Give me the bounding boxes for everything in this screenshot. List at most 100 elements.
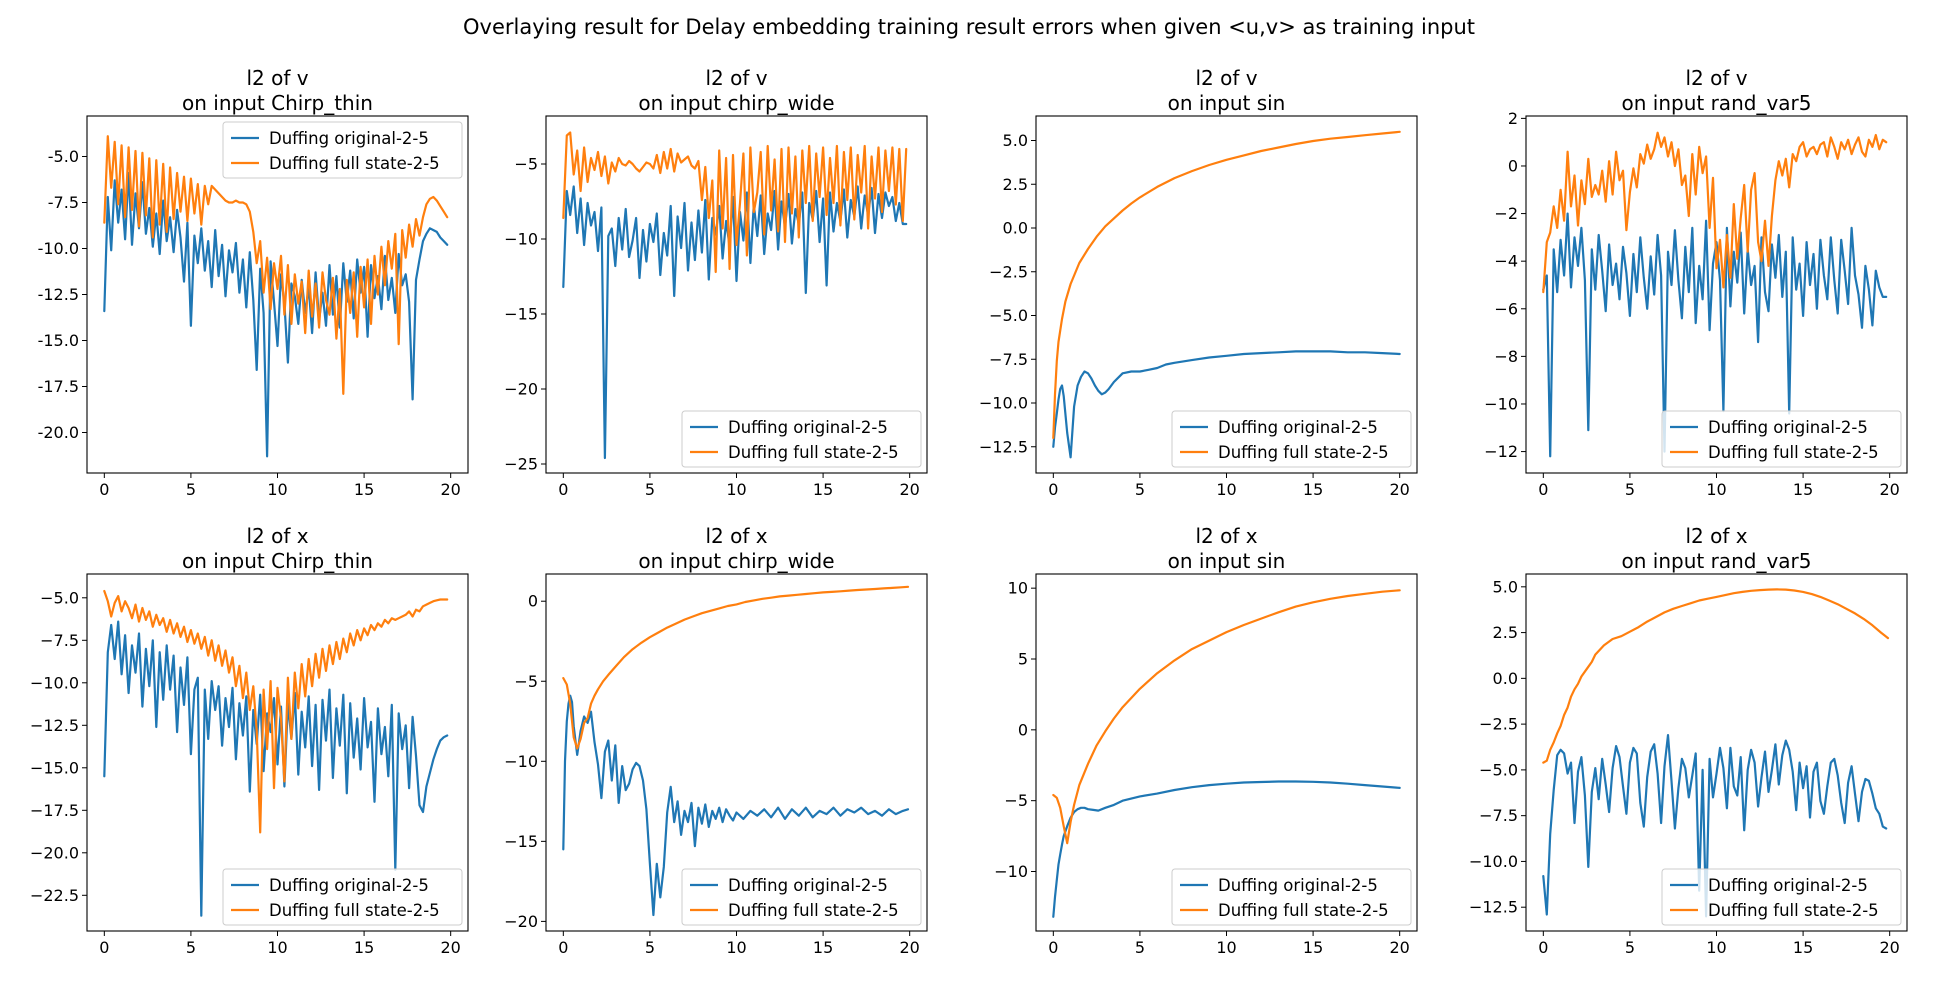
series-line: [1542, 733, 1888, 918]
x-tick-label: 15: [813, 938, 833, 957]
x-tick-label: 20: [441, 480, 461, 499]
x-tick-label: 20: [1880, 480, 1900, 499]
y-tick-label: −10: [504, 230, 538, 249]
y-tick-label: −12.5: [30, 716, 79, 735]
x-tick-label: 10: [726, 938, 746, 957]
subplot-title-line: l2 of x: [705, 524, 767, 548]
y-tick-label: −15.0: [30, 758, 79, 777]
y-tick-label: −2.5: [989, 262, 1028, 281]
y-tick-label: −25: [504, 455, 538, 474]
legend-label: Duffing full state-2-5: [269, 154, 440, 173]
legend-label: Duffing original-2-5: [728, 876, 888, 895]
x-tick-label: 15: [1793, 938, 1813, 957]
y-tick-label: −20.0: [30, 843, 79, 862]
legend-box: [1171, 410, 1412, 468]
x-tick-label: 5: [1135, 938, 1145, 957]
legend-label: Duffing full state-2-5: [269, 901, 440, 920]
figure-suptitle: Overlaying result for Delay embedding tr…: [463, 15, 1475, 39]
series-line: [562, 585, 910, 750]
subplot-lines: [562, 131, 908, 460]
x-tick-label: 15: [1303, 480, 1323, 499]
y-tick-label: 0: [1508, 156, 1518, 175]
series-line: [1052, 589, 1401, 845]
y-tick-label: −7.5: [40, 631, 79, 650]
x-tick-label: 10: [1216, 480, 1236, 499]
legend-box: [1661, 868, 1902, 926]
subplot-title-line: l2 of x: [1195, 524, 1257, 548]
legend: Duffing original-2-5 Duffing full state-2…: [1171, 410, 1412, 468]
subplot-lines: [1052, 589, 1401, 918]
series-line: [1052, 130, 1401, 440]
x-tick-label: 5: [186, 938, 196, 957]
legend-label: Duffing original-2-5: [269, 876, 429, 895]
subplot-lines: [1052, 130, 1401, 459]
series-line: [562, 185, 908, 460]
y-tick-label: 0: [1018, 720, 1028, 739]
subplot-6: l2 of xon input chirp_wide 0 5 10 15 20 −20 −15…: [504, 524, 928, 957]
legend: Duffing original-2-5 Duffing full state-2…: [1661, 410, 1902, 468]
y-tick-label: -7.5: [48, 193, 79, 212]
legend: Duffing original-2-5 Duffing full state-2…: [1171, 868, 1412, 926]
subplot-7: l2 of xon input sin 0 5 10 15 20 −10 −5 0 5 10 Duff…: [994, 524, 1418, 957]
subplot-title-line: on input chirp_wide: [638, 549, 834, 573]
x-tick-label: 15: [1303, 938, 1323, 957]
x-tick-label: 0: [99, 480, 109, 499]
y-tick-label: −4: [1494, 252, 1518, 271]
legend-box: [1661, 410, 1902, 468]
y-tick-label: −10: [504, 752, 538, 771]
series-line: [1052, 780, 1401, 918]
legend-label: Duffing full state-2-5: [1218, 443, 1389, 462]
y-tick-label: −5: [1004, 791, 1028, 810]
y-tick-label: −5.0: [40, 588, 79, 607]
x-tick-label: 10: [1706, 938, 1726, 957]
subplot-title-line: l2 of x: [246, 524, 308, 548]
y-tick-label: −7.5: [1479, 806, 1518, 825]
legend-label: Duffing original-2-5: [728, 418, 888, 437]
y-tick-label: −5.0: [989, 306, 1028, 325]
x-tick-label: 20: [1390, 480, 1410, 499]
subplot-title-line: l2 of x: [1685, 524, 1747, 548]
y-tick-label: 5: [1018, 650, 1028, 669]
x-tick-label: 0: [1538, 480, 1548, 499]
x-tick-label: 20: [1390, 938, 1410, 957]
x-tick-label: 0: [558, 938, 568, 957]
y-tick-label: −7.5: [989, 350, 1028, 369]
y-tick-label: -12.5: [38, 285, 79, 304]
x-tick-label: 5: [186, 480, 196, 499]
y-tick-label: −20: [504, 912, 538, 931]
x-tick-label: 0: [1048, 938, 1058, 957]
series-line: [103, 589, 449, 834]
series-line: [103, 135, 449, 395]
y-tick-label: 2.5: [1003, 175, 1028, 194]
y-tick-label: 2.5: [1493, 623, 1518, 642]
subplot-title-line: on input rand_var5: [1622, 91, 1812, 115]
y-tick-label: −8: [1494, 347, 1518, 366]
legend: Duffing original-2-5 Duffing full state-2…: [1661, 868, 1902, 926]
x-tick-label: 0: [1538, 938, 1548, 957]
y-tick-label: −15: [504, 305, 538, 324]
subplot-lines: [1542, 131, 1888, 458]
y-tick-label: -10.0: [38, 239, 79, 258]
y-tick-label: −12.5: [979, 437, 1028, 456]
legend-label: Duffing full state-2-5: [728, 901, 899, 920]
legend: Duffing original-2-5 Duffing full state-2…: [681, 410, 922, 468]
x-tick-label: 5: [645, 938, 655, 957]
subplot-lines: [1542, 588, 1890, 918]
y-tick-label: −12: [1484, 442, 1518, 461]
y-tick-label: 5.0: [1493, 577, 1518, 596]
y-tick-label: −20: [504, 380, 538, 399]
x-tick-label: 15: [354, 938, 374, 957]
legend-label: Duffing full state-2-5: [1218, 901, 1389, 920]
subplot-8: l2 of xon input rand_var5 0 5 10 15 20 −12.5 −1…: [1469, 524, 1908, 957]
series-line: [1052, 350, 1401, 459]
x-tick-label: 15: [813, 480, 833, 499]
y-tick-label: −10.0: [979, 394, 1028, 413]
subplot-title-line: on input rand_var5: [1622, 549, 1812, 573]
x-tick-label: 5: [1135, 480, 1145, 499]
x-tick-label: 20: [441, 938, 461, 957]
subplot-2: l2 of von input chirp_wide 0 5 10 15 20 −25 −20…: [504, 66, 928, 499]
x-tick-label: 0: [99, 938, 109, 957]
legend-label: Duffing original-2-5: [1218, 418, 1378, 437]
